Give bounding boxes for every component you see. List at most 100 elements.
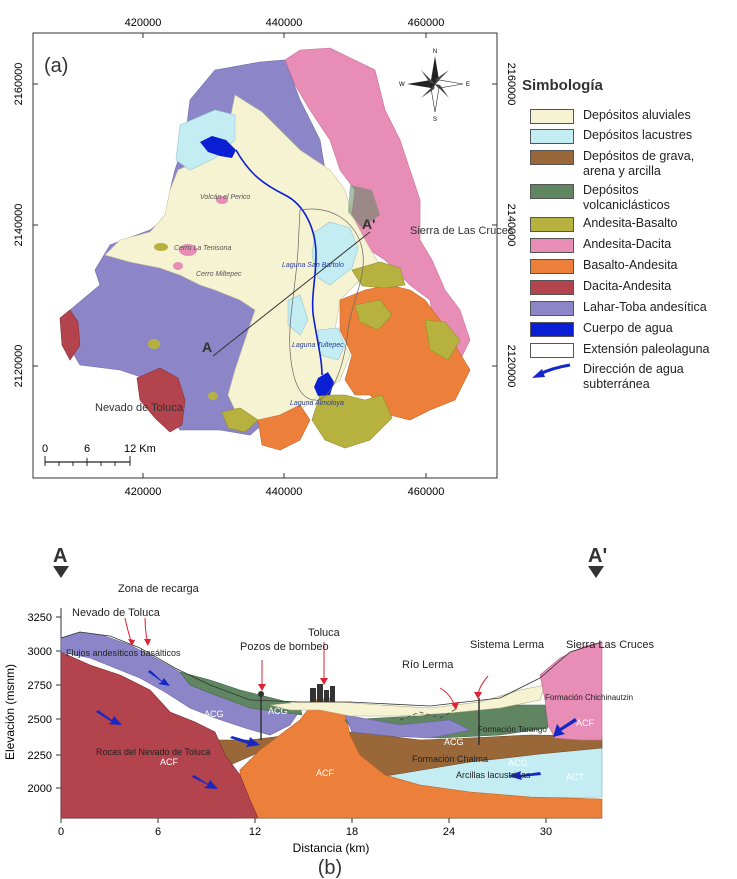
label-chichinautzin: Formación Chichinautzin bbox=[545, 693, 633, 702]
legend-item: Dacita-Andesita bbox=[530, 279, 733, 295]
scale-label: 6 bbox=[84, 443, 90, 455]
unit-code-acg: ACG bbox=[444, 737, 464, 747]
well-head-icon bbox=[258, 691, 264, 697]
section-x-axis-label: Distancia (km) bbox=[293, 841, 370, 855]
place-cerro-miltepec: Cerro Miltepec bbox=[196, 271, 242, 278]
legend-item: Depósitos lacustres bbox=[530, 128, 733, 144]
unit-basalto-andesita bbox=[257, 404, 311, 451]
label-toluca: Toluca bbox=[308, 627, 341, 639]
layer-acg-green bbox=[179, 671, 303, 716]
unit-andesita-basalto bbox=[208, 392, 218, 400]
section-y-axis-label: Elevación (msnm) bbox=[3, 664, 17, 760]
map-panel-label: (a) bbox=[44, 55, 68, 77]
legend-swatch bbox=[530, 150, 574, 165]
unit-dacita-andesita bbox=[59, 309, 81, 361]
label-rocas: Rocas del Nevado de Toluca bbox=[96, 747, 210, 757]
layer-chichinautzin bbox=[539, 641, 603, 741]
north-arrow-icon: N S E W bbox=[399, 49, 470, 123]
section-x-tick: 6 bbox=[155, 826, 161, 838]
label-rio-lerma: Río Lerma bbox=[402, 659, 454, 671]
unit-andesita-dacita bbox=[173, 262, 183, 270]
unit-andesita-basalto bbox=[311, 394, 393, 449]
legend-label: Dacita-Andesita bbox=[583, 279, 672, 293]
scale-bar: 0 6 12 Km bbox=[42, 443, 156, 466]
legend-item: Depósitos aluviales bbox=[530, 108, 733, 124]
legend-label: Andesita-Basalto bbox=[583, 216, 678, 230]
unit-dacita-andesita bbox=[136, 367, 186, 433]
geologic-map: 420000 440000 460000 420000 440000 46000… bbox=[13, 17, 517, 498]
legend-label: Depósitos volcaniclásticos bbox=[583, 183, 670, 212]
legend-item: Andesita-Basalto bbox=[530, 216, 733, 232]
label-chalma: Formación Chalma bbox=[412, 754, 488, 764]
legend-label: Lahar-Toba andesítica bbox=[583, 300, 707, 314]
legend-swatch bbox=[530, 129, 574, 144]
label-sistema-lerma: Sistema Lerma bbox=[470, 639, 545, 651]
section-a-label: A bbox=[53, 545, 67, 567]
section-label-a-prime: A' bbox=[362, 216, 375, 232]
place-cerro-tenisona: Cerro La Tenisona bbox=[174, 245, 231, 252]
section-a-prime-label: A' bbox=[588, 545, 607, 567]
place-sierra: Sierra de Las Cruces bbox=[410, 225, 514, 237]
layer-acf-orange bbox=[239, 697, 603, 819]
legend-swatch bbox=[530, 280, 574, 295]
section-x-tick: 24 bbox=[443, 826, 455, 838]
map-y-tick: 2160000 bbox=[505, 63, 517, 106]
groundwater-flow-icon bbox=[96, 670, 577, 789]
section-line bbox=[212, 231, 371, 357]
map-y-tick: 2120000 bbox=[13, 345, 25, 388]
layer-flujos bbox=[60, 631, 301, 736]
label-pozos: Pozos de bombeo bbox=[240, 641, 329, 653]
map-x-tick: 440000 bbox=[266, 17, 303, 29]
unit-aluviales bbox=[104, 94, 379, 421]
flow-arrow-icon bbox=[532, 363, 571, 378]
legend-item: Extensión paleolaguna bbox=[530, 342, 733, 358]
map-x-tick: 460000 bbox=[408, 17, 445, 29]
unit-andesita-basalto bbox=[354, 299, 393, 331]
map-x-tick: 420000 bbox=[125, 17, 162, 29]
section-x-tick: 30 bbox=[540, 826, 552, 838]
unit-code-acf: ACF bbox=[576, 718, 595, 728]
section-y-tick: 3250 bbox=[28, 612, 52, 624]
unit-andesita-basalto bbox=[221, 407, 259, 433]
place-laguna-almoloya: Laguna Almoloya bbox=[290, 400, 344, 407]
unit-paleolaguna bbox=[289, 208, 364, 401]
compass-n: N bbox=[433, 49, 437, 55]
label-zona-recarga: Zona de recarga bbox=[118, 583, 200, 595]
unit-code-acf: ACF bbox=[160, 757, 179, 767]
layer-acg-purple bbox=[344, 714, 471, 739]
label-flujos: Flujos andesíticos basálticos bbox=[66, 648, 181, 658]
unit-andesita-basalto bbox=[424, 319, 461, 361]
unit-andesita-basalto bbox=[154, 243, 168, 251]
map-y-tick: 2120000 bbox=[505, 345, 517, 388]
map-x-tick: 460000 bbox=[408, 486, 445, 498]
legend-swatch bbox=[530, 259, 574, 274]
legend-swatch bbox=[530, 109, 574, 124]
legend-swatch bbox=[530, 217, 574, 232]
legend-item: Dirección de agua subterránea bbox=[530, 362, 703, 392]
legend-item: Lahar-Toba andesítica bbox=[530, 300, 733, 316]
place-nevado: Nevado de Toluca bbox=[95, 402, 184, 414]
layer-aluviales bbox=[269, 684, 546, 717]
flow-dashed bbox=[399, 707, 459, 721]
unit-lacustres bbox=[287, 294, 309, 336]
label-arcillas: Arcillas lacustrinas bbox=[456, 770, 531, 780]
section-x-tick: 18 bbox=[346, 826, 358, 838]
city-icon bbox=[310, 684, 335, 702]
legend-item: Basalto-Andesita bbox=[530, 258, 733, 274]
legend-title: Simbología bbox=[522, 77, 603, 94]
legend-label: Dirección de agua subterránea bbox=[583, 362, 684, 391]
label-tarango: Formación Tarango bbox=[478, 725, 547, 734]
legend-swatch bbox=[530, 322, 574, 337]
unit-code-acf: ACF bbox=[316, 768, 335, 778]
section-x-tick: 0 bbox=[58, 826, 64, 838]
legend-label: Depósitos aluviales bbox=[583, 108, 691, 122]
legend-item: Cuerpo de agua bbox=[530, 321, 733, 337]
legend-label: Andesita-Dacita bbox=[583, 237, 672, 251]
section-label-a: A bbox=[202, 339, 212, 355]
place-volcan-perico: Volcán el Perico bbox=[200, 194, 250, 201]
compass-s: S bbox=[433, 117, 437, 123]
legend-label: Basalto-Andesita bbox=[583, 258, 678, 272]
map-x-tick: 420000 bbox=[125, 486, 162, 498]
unit-volcaniclasticos bbox=[348, 185, 380, 228]
place-laguna-tultepec: Laguna Tultepec bbox=[292, 342, 344, 349]
